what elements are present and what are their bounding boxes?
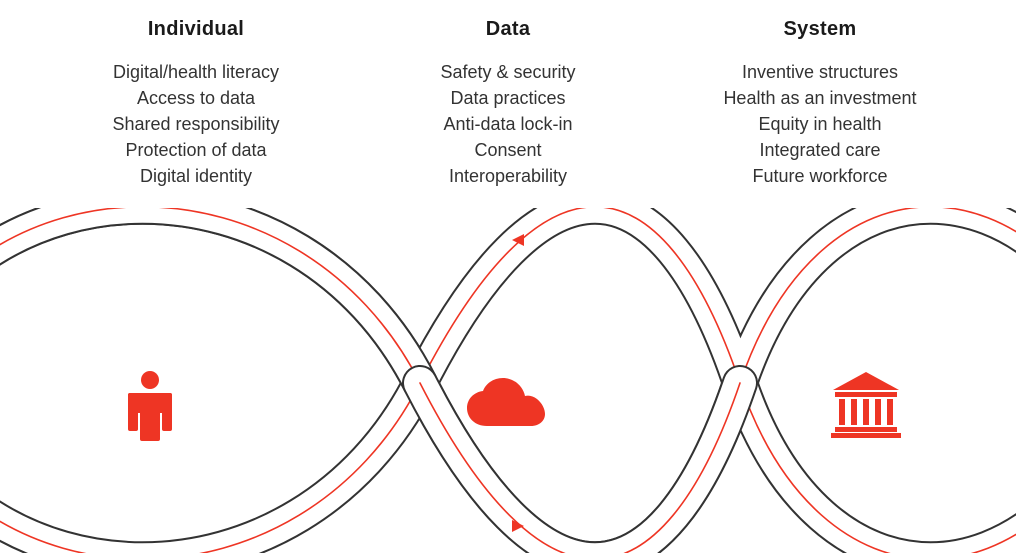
- list-item: Anti-data lock-in: [352, 111, 664, 137]
- list-item: Access to data: [40, 85, 352, 111]
- list-item: Digital/health literacy: [40, 59, 352, 85]
- column-individual: Individual Digital/health literacy Acces…: [40, 18, 352, 189]
- column-system: System Inventive structures Health as an…: [664, 18, 976, 189]
- list-item: Future workforce: [664, 163, 976, 189]
- list-item: Digital identity: [40, 163, 352, 189]
- column-title: Individual: [40, 18, 352, 41]
- list-item: Data practices: [352, 85, 664, 111]
- columns-row: Individual Digital/health literacy Acces…: [0, 18, 1016, 189]
- institution-icon: [831, 372, 901, 438]
- column-title: System: [664, 18, 976, 41]
- list-item: Inventive structures: [664, 59, 976, 85]
- column-title: Data: [352, 18, 664, 41]
- column-items: Safety & security Data practices Anti-da…: [352, 59, 664, 189]
- list-item: Equity in health: [664, 111, 976, 137]
- column-data: Data Safety & security Data practices An…: [352, 18, 664, 189]
- cloud-icon: [465, 378, 551, 432]
- list-item: Health as an investment: [664, 85, 976, 111]
- list-item: Shared responsibility: [40, 111, 352, 137]
- list-item: Interoperability: [352, 163, 664, 189]
- person-icon: [122, 369, 178, 441]
- column-items: Inventive structures Health as an invest…: [664, 59, 976, 189]
- list-item: Protection of data: [40, 137, 352, 163]
- list-item: Safety & security: [352, 59, 664, 85]
- list-item: Integrated care: [664, 137, 976, 163]
- list-item: Consent: [352, 137, 664, 163]
- column-items: Digital/health literacy Access to data S…: [40, 59, 352, 189]
